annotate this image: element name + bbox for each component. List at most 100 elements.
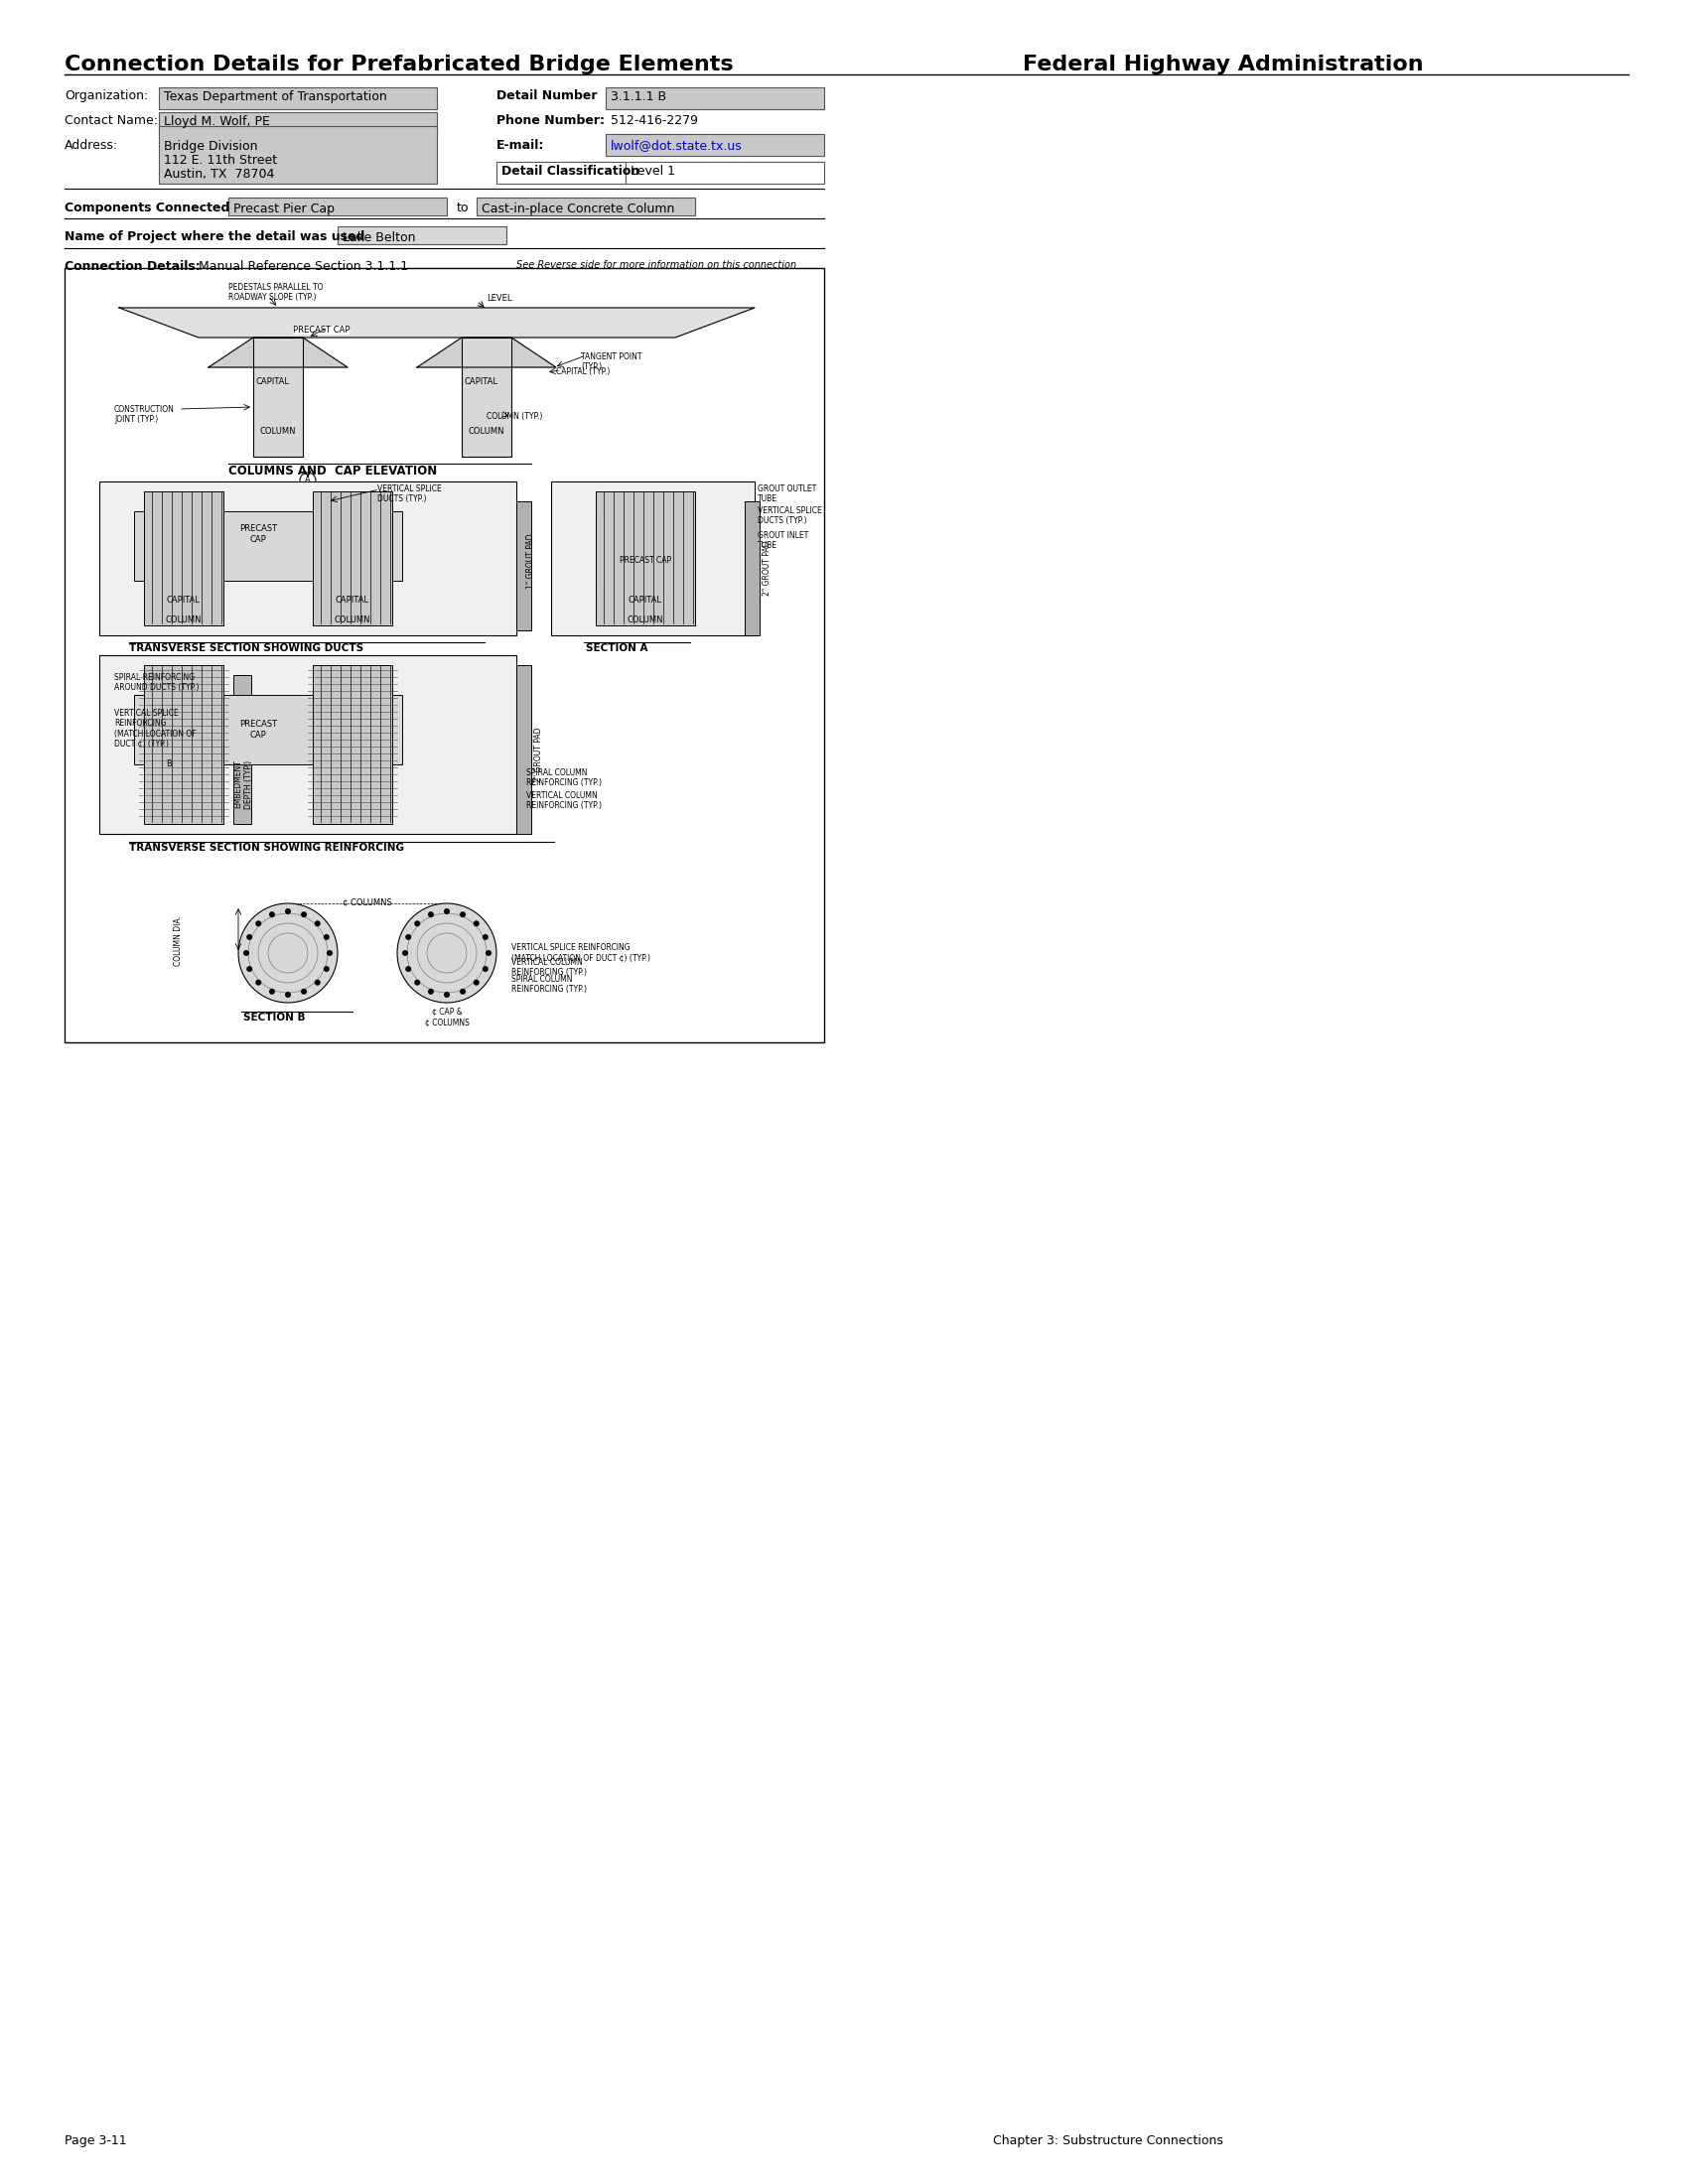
Text: 2" GROUT PAD: 2" GROUT PAD (763, 539, 771, 596)
Text: COLUMN: COLUMN (334, 616, 371, 625)
Text: CAPITAL (TYP.): CAPITAL (TYP.) (555, 367, 609, 376)
Text: SECTION B: SECTION B (243, 1013, 306, 1022)
Text: TRANSVERSE SECTION SHOWING DUCTS: TRANSVERSE SECTION SHOWING DUCTS (128, 644, 363, 653)
Bar (626, 162, 824, 183)
Text: Address:: Address: (64, 140, 118, 153)
Text: SPIRAL COLUMN
REINFORCING (TYP.): SPIRAL COLUMN REINFORCING (TYP.) (527, 769, 601, 788)
Text: Components Connected: Components Connected (64, 201, 230, 214)
Text: VERTICAL SPLICE REINFORCING
(MATCH LOCATION OF DUCT ¢) (TYP.): VERTICAL SPLICE REINFORCING (MATCH LOCAT… (511, 943, 650, 963)
Text: VERTICAL SPLICE
DUCTS (TYP.): VERTICAL SPLICE DUCTS (TYP.) (758, 507, 822, 526)
Circle shape (324, 965, 329, 972)
Text: 2" GROUT PAD: 2" GROUT PAD (533, 727, 544, 782)
Text: ¢ COLUMNS: ¢ COLUMNS (343, 898, 392, 906)
Text: COLUMN: COLUMN (260, 426, 295, 437)
Text: SECTION A: SECTION A (586, 644, 648, 653)
Text: COLUMN DIA.: COLUMN DIA. (174, 915, 182, 965)
Bar (312, 666, 392, 823)
Text: Manual Reference Section 3.1.1.1: Manual Reference Section 3.1.1.1 (199, 260, 408, 273)
Bar (253, 339, 302, 456)
Text: CAPITAL: CAPITAL (628, 596, 662, 605)
Text: TRANSVERSE SECTION SHOWING REINFORCING: TRANSVERSE SECTION SHOWING REINFORCING (128, 843, 403, 852)
Text: VERTICAL SPLICE
DUCTS (TYP.): VERTICAL SPLICE DUCTS (TYP.) (378, 485, 442, 505)
Bar (463, 339, 511, 456)
Circle shape (327, 950, 333, 957)
Bar (228, 197, 447, 216)
Text: lwolf@dot.state.tx.us: lwolf@dot.state.tx.us (611, 140, 743, 153)
Text: VERTICAL COLUMN
REINFORCING (TYP.): VERTICAL COLUMN REINFORCING (TYP.) (511, 959, 587, 976)
Circle shape (486, 950, 491, 957)
Text: Texas Department of Transportation: Texas Department of Transportation (164, 90, 387, 103)
Circle shape (473, 922, 479, 926)
Circle shape (268, 911, 275, 917)
Bar (233, 675, 252, 823)
Text: 3.1.1.1 B: 3.1.1.1 B (611, 90, 667, 103)
Text: CAPITAL: CAPITAL (336, 596, 370, 605)
Circle shape (444, 909, 449, 915)
Circle shape (285, 992, 290, 998)
Text: Precast Pier Cap: Precast Pier Cap (233, 203, 334, 216)
Circle shape (300, 911, 307, 917)
Bar (338, 227, 506, 245)
Text: PEDESTALS PARALLEL TO
ROADWAY SLOPE (TYP.): PEDESTALS PARALLEL TO ROADWAY SLOPE (TYP… (228, 284, 322, 301)
Circle shape (444, 992, 449, 998)
Circle shape (314, 978, 321, 985)
Bar (133, 511, 402, 581)
Text: A: A (306, 476, 311, 485)
Text: Austin, TX  78704: Austin, TX 78704 (164, 168, 275, 181)
Text: Chapter 3: Substructure Connections: Chapter 3: Substructure Connections (993, 2134, 1224, 2147)
Text: CAPITAL: CAPITAL (464, 378, 498, 387)
Bar (596, 515, 695, 590)
Text: VERTICAL SPLICE
REINFORCING
(MATCH LOCATION OF
DUCT ¢) (TYP.): VERTICAL SPLICE REINFORCING (MATCH LOCAT… (115, 710, 196, 749)
Circle shape (397, 904, 496, 1002)
Text: Name of Project where the detail was used: Name of Project where the detail was use… (64, 229, 365, 242)
Text: COLUMN: COLUMN (468, 426, 505, 437)
Circle shape (405, 935, 412, 939)
Circle shape (314, 922, 321, 926)
Text: B: B (165, 760, 172, 769)
Polygon shape (120, 308, 755, 339)
Text: Level 1: Level 1 (631, 164, 675, 177)
Text: PRECAST CAP: PRECAST CAP (619, 557, 672, 566)
Text: VERTICAL COLUMN
REINFORCING (TYP.): VERTICAL COLUMN REINFORCING (TYP.) (527, 791, 601, 810)
Text: COLUMN (TYP.): COLUMN (TYP.) (486, 413, 542, 422)
Text: Bridge Division: Bridge Division (164, 140, 258, 153)
Text: PRECAST
CAP: PRECAST CAP (240, 721, 277, 738)
Text: GROUT OUTLET
TUBE: GROUT OUTLET TUBE (758, 485, 817, 505)
Circle shape (414, 922, 420, 926)
Circle shape (268, 989, 275, 994)
Circle shape (427, 911, 434, 917)
Circle shape (405, 965, 412, 972)
Text: LEVEL: LEVEL (486, 295, 511, 304)
Text: SPIRAL COLUMN
REINFORCING (TYP.): SPIRAL COLUMN REINFORCING (TYP.) (511, 974, 587, 994)
Circle shape (427, 989, 434, 994)
Circle shape (459, 989, 466, 994)
Bar (744, 502, 760, 636)
Text: SPIRAL REINFORCING
AROUND DUCTS (TYP.): SPIRAL REINFORCING AROUND DUCTS (TYP.) (115, 673, 199, 692)
Text: See Reverse side for more information on this connection: See Reverse side for more information on… (517, 260, 797, 271)
Text: COLUMN: COLUMN (628, 616, 663, 625)
Text: GROUT INLET
TUBE: GROUT INLET TUBE (758, 531, 809, 550)
Text: Detail Number: Detail Number (496, 90, 598, 103)
Circle shape (243, 950, 250, 957)
Circle shape (324, 935, 329, 939)
Text: PRECAST CAP: PRECAST CAP (294, 325, 349, 334)
Circle shape (459, 911, 466, 917)
Bar (496, 162, 626, 183)
Bar (476, 197, 695, 216)
Bar (159, 111, 437, 133)
Text: Contact Name:: Contact Name: (64, 114, 159, 127)
Text: COLUMN: COLUMN (165, 616, 203, 625)
Polygon shape (209, 339, 348, 367)
Text: CAPITAL: CAPITAL (257, 378, 290, 387)
Text: PRECAST
CAP: PRECAST CAP (240, 524, 277, 544)
Text: Lake Belton: Lake Belton (343, 232, 415, 245)
Bar (133, 695, 402, 764)
Text: Lloyd M. Wolf, PE: Lloyd M. Wolf, PE (164, 116, 270, 129)
Bar (596, 491, 695, 625)
Text: Federal Highway Administration: Federal Highway Administration (1023, 55, 1423, 74)
Text: 112 E. 11th Street: 112 E. 11th Street (164, 153, 277, 166)
Text: Phone Number:: Phone Number: (496, 114, 604, 127)
Bar (606, 87, 824, 109)
Bar (159, 127, 437, 183)
Text: Cast-in-place Concrete Column: Cast-in-place Concrete Column (481, 203, 675, 216)
